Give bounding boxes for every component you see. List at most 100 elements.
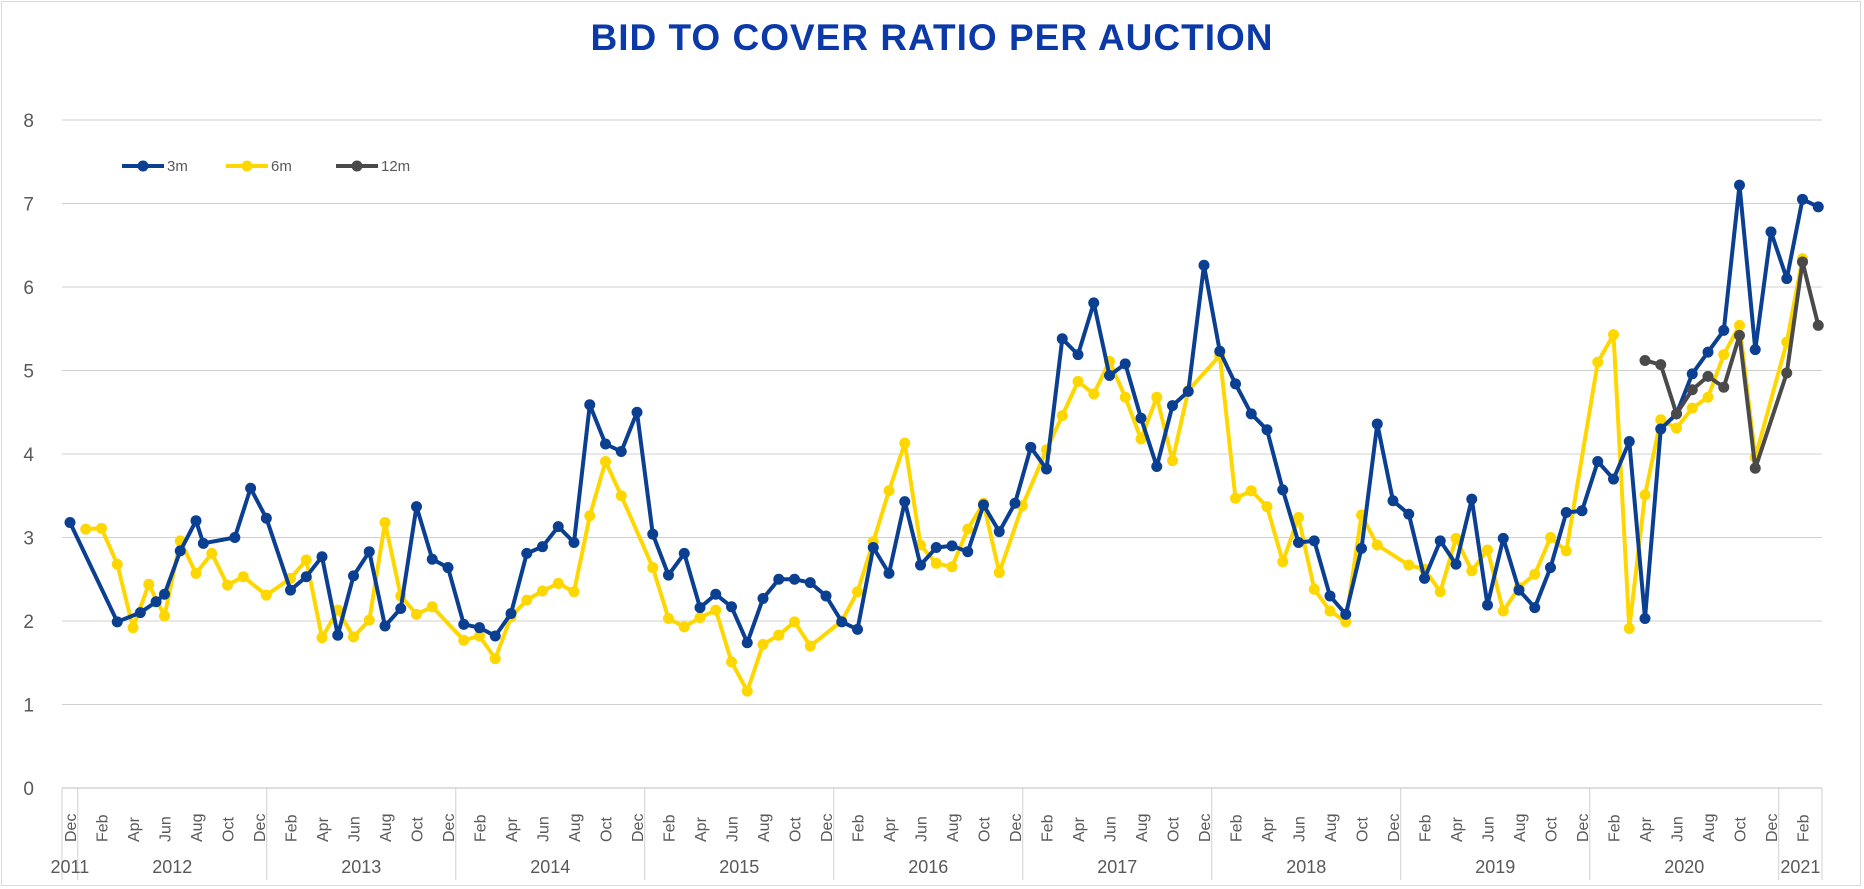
x-tick-label: Oct [788, 817, 805, 842]
x-tick-label: Oct [1733, 817, 1750, 842]
x-tick-label: Apr [1071, 816, 1088, 842]
data-point-6m [458, 634, 470, 646]
data-point-6m [489, 653, 501, 665]
x-tick-label: Apr [1260, 816, 1277, 842]
data-point-3m [1749, 344, 1761, 356]
year-label: 2012 [152, 857, 192, 877]
data-point-12m [1655, 359, 1667, 371]
data-point-3m [568, 537, 580, 549]
data-point-6m [1545, 532, 1556, 543]
data-point-6m [1434, 586, 1446, 598]
data-point-6m [946, 561, 958, 573]
data-point-6m [1482, 544, 1493, 556]
data-point-6m [1450, 532, 1462, 544]
data-point-3m [1371, 418, 1383, 430]
data-point-3m [1277, 484, 1289, 496]
data-point-3m [600, 438, 611, 450]
data-point-6m [348, 631, 359, 643]
data-point-6m [1088, 388, 1100, 400]
data-point-6m [1718, 349, 1730, 361]
x-tick-label: Apr [126, 816, 143, 842]
data-point-6m [1167, 455, 1178, 467]
data-point-3m [1797, 193, 1808, 205]
year-label: 2011 [51, 857, 90, 877]
data-point-6m [993, 567, 1005, 579]
x-tick-label: Oct [221, 817, 238, 842]
data-point-6m [237, 571, 249, 583]
data-point-3m [245, 482, 257, 494]
data-point-3m [1734, 179, 1745, 191]
x-tick-label: Jun [347, 816, 364, 842]
x-tick-label: Apr [504, 816, 521, 842]
data-point-12m [1686, 384, 1698, 396]
x-tick-label: Apr [693, 816, 710, 842]
x-tick-label: Oct [977, 817, 994, 842]
x-tick-label: Aug [1323, 814, 1340, 842]
legend-item-6m: 6m [226, 158, 292, 175]
data-point-3m [757, 592, 769, 604]
year-label: 2019 [1475, 857, 1515, 877]
data-point-6m [552, 577, 564, 589]
data-point-3m [1403, 508, 1415, 520]
data-point-3m [1356, 542, 1367, 554]
data-point-3m [1214, 345, 1226, 357]
data-point-6m [1151, 391, 1163, 403]
data-point-3m [773, 573, 785, 585]
data-point-3m [1293, 537, 1304, 549]
data-point-3m [379, 620, 391, 632]
data-point-3m [789, 573, 800, 585]
data-point-3m [804, 577, 816, 589]
data-point-3m [150, 596, 162, 608]
data-point-6m [1608, 329, 1619, 341]
data-point-6m [647, 562, 659, 574]
data-point-3m [1450, 558, 1462, 570]
data-point-3m [1576, 505, 1588, 517]
data-point-3m [930, 542, 942, 554]
data-point-6m [710, 604, 722, 616]
data-point-6m [1308, 583, 1320, 595]
x-tick-label: Aug [567, 814, 584, 842]
data-point-3m [1781, 273, 1793, 285]
year-label: 2016 [908, 857, 948, 877]
data-point-3m [584, 399, 596, 411]
data-point-12m [1797, 256, 1808, 268]
series-lines [64, 179, 1824, 697]
data-point-6m [1403, 559, 1415, 571]
data-point-3m [1639, 612, 1651, 624]
x-tick-label: Apr [315, 816, 332, 842]
y-tick-label: 3 [23, 529, 34, 550]
data-point-6m [379, 516, 391, 528]
data-point-6m [159, 610, 170, 622]
data-point-3m [1608, 473, 1619, 485]
data-point-3m [1340, 608, 1352, 620]
data-point-3m [1025, 441, 1037, 453]
data-point-3m [1718, 324, 1730, 336]
y-tick-label: 6 [23, 278, 34, 299]
gridlines [62, 119, 1822, 789]
data-point-6m [1560, 545, 1572, 557]
x-tick-label: Feb [1229, 814, 1246, 842]
data-point-6m [584, 510, 596, 522]
data-point-3m [411, 501, 422, 513]
year-label: 2015 [719, 857, 759, 877]
data-point-6m [316, 632, 328, 644]
data-point-3m [111, 616, 123, 628]
x-tick-label: Jun [1670, 816, 1687, 842]
x-tick-label: Feb [1418, 814, 1435, 842]
x-tick-label: Dec [1575, 814, 1592, 842]
data-point-6m [678, 621, 690, 633]
data-point-3m [1167, 400, 1178, 412]
data-point-3m [852, 623, 863, 635]
legend-label: 12m [381, 158, 410, 175]
chart-title: BID TO COVER RATIO PER AUCTION [590, 17, 1273, 58]
data-point-6m [615, 490, 627, 502]
data-point-3m [1261, 424, 1273, 436]
data-point-3m [300, 571, 312, 583]
data-point-3m [332, 629, 344, 641]
data-point-3m [521, 547, 533, 559]
year-label: 2021 [1780, 857, 1820, 877]
data-point-6m [883, 485, 895, 497]
data-point-3m [159, 588, 170, 600]
data-point-3m [631, 406, 643, 418]
